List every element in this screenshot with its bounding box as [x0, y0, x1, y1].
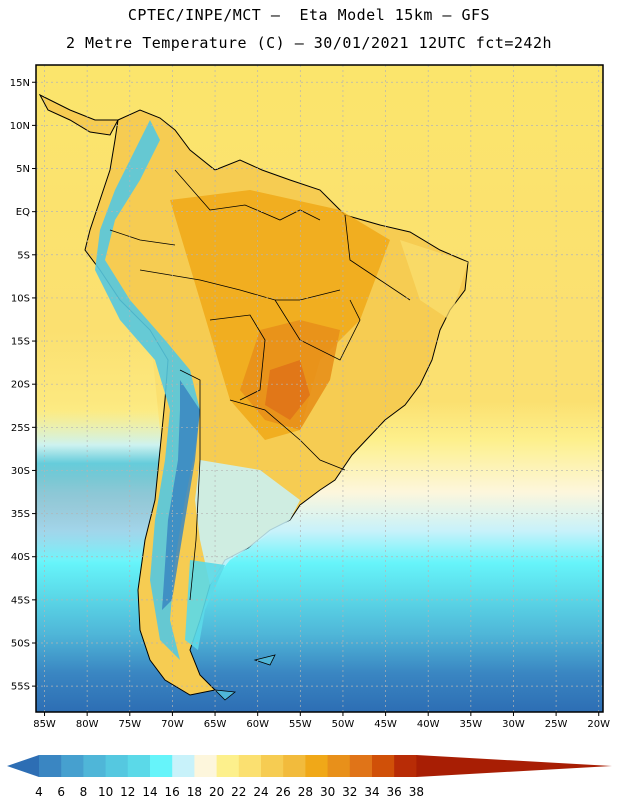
- islands: [213, 654, 276, 701]
- colorbar-label: 36: [387, 785, 402, 799]
- lon-tick-label: 35W: [460, 719, 483, 730]
- lat-tick-label: 15S: [11, 337, 30, 348]
- map-title-line2: 2 Metre Temperature (C) – 30/01/2021 12U…: [65, 34, 553, 52]
- colorbar-label: 32: [342, 785, 357, 799]
- colorbar-label: 22: [231, 785, 246, 799]
- lon-tick-label: 85W: [33, 719, 56, 730]
- lon-tick-label: 60W: [246, 719, 269, 730]
- lat-tick-label: 5N: [16, 164, 30, 175]
- lon-tick-label: 40W: [417, 719, 440, 730]
- latitude-axis: 15N 10N 5N EQ 5S 10S 15S 20S 25S 30S 35S 40S 45S 50S 5…: [10, 78, 36, 693]
- colorbar-label: 38: [409, 785, 424, 799]
- colorbar-label: 26: [276, 785, 291, 799]
- colorbar-label: 6: [57, 785, 65, 799]
- map-title-line1: CPTEC/INPE/MCT – Eta Model 15km – GFS: [127, 6, 491, 24]
- andes-coldest: [162, 380, 200, 610]
- colorbar-label: 16: [165, 785, 180, 799]
- colorbar-label: 12: [120, 785, 135, 799]
- lat-tick-label: 45S: [11, 595, 30, 606]
- lon-tick-label: 65W: [204, 719, 227, 730]
- colorbar-label: 18: [187, 785, 202, 799]
- lat-tick-label: 30S: [11, 466, 30, 477]
- colorbar-segment: [216, 755, 240, 777]
- lat-tick-label: EQ: [16, 207, 30, 218]
- lat-tick-label: 25S: [11, 423, 30, 434]
- ne-brazil-zone: [400, 240, 468, 320]
- longitude-axis: 85W 80W 75W 70W 65W 60W 55W 50W 45W 40W 35W 30W 25W 2…: [33, 712, 610, 730]
- colorbar-label: 10: [98, 785, 113, 799]
- lon-tick-label: 20W: [587, 719, 610, 730]
- colorbar-segment: [372, 755, 395, 777]
- colorbar-segment: [172, 755, 195, 777]
- lon-tick-label: 55W: [289, 719, 312, 730]
- colorbar-segment: [261, 755, 284, 777]
- lat-tick-label: 35S: [11, 509, 30, 520]
- colorbar-label: 20: [209, 785, 224, 799]
- lat-tick-label: 55S: [11, 682, 30, 693]
- pacific-cool-band: [36, 330, 165, 560]
- colorbar-segment: [39, 755, 62, 777]
- colorbar-label: 4: [35, 785, 43, 799]
- lat-tick-label: 15N: [10, 78, 30, 89]
- colorbar-segment: [61, 755, 84, 777]
- colorbar-segment: [194, 755, 218, 777]
- colorbar-segment: [305, 755, 329, 777]
- map-frame: [35, 64, 604, 713]
- colorbar-label: 30: [320, 785, 335, 799]
- colorbar-label: 24: [253, 785, 268, 799]
- colorbar-right-arrow: [416, 755, 612, 777]
- colorbar-segment: [83, 755, 107, 777]
- colorbar-label: 14: [142, 785, 157, 799]
- hot-interior: [170, 190, 390, 440]
- lat-tick-label: 10S: [11, 293, 30, 304]
- lon-tick-label: 45W: [374, 719, 397, 730]
- lat-tick-label: 20S: [11, 380, 30, 391]
- colorbar-segment: [283, 755, 306, 777]
- colorbar-segment: [150, 755, 173, 777]
- patagonia-cool: [185, 560, 225, 650]
- colorbar: 4 6 8 10 12 14 16 18 20 22 24 26 28 30 32 34 36 38: [7, 755, 612, 799]
- colorbar-segment: [349, 755, 373, 777]
- southern-cone-cool: [195, 460, 300, 585]
- lon-tick-label: 80W: [76, 719, 99, 730]
- lat-tick-label: 40S: [11, 552, 30, 563]
- map-field: [36, 65, 603, 712]
- lon-tick-label: 25W: [545, 719, 568, 730]
- colorbar-segment: [238, 755, 262, 777]
- colorbar-label: 28: [298, 785, 313, 799]
- lon-tick-label: 75W: [118, 719, 141, 730]
- lat-tick-label: 5S: [17, 250, 30, 261]
- central-america: [38, 93, 119, 136]
- colorbar-segment: [105, 755, 129, 777]
- colorbar-label: 34: [364, 785, 379, 799]
- colorbar-label: 8: [80, 785, 88, 799]
- lon-tick-label: 70W: [161, 719, 184, 730]
- colorbar-left-arrow: [7, 755, 39, 777]
- hottest-core: [265, 360, 310, 420]
- colorbar-segment: [327, 755, 351, 777]
- lat-tick-label: 10N: [10, 121, 30, 132]
- colorbar-segment: [394, 755, 417, 777]
- lon-tick-label: 50W: [332, 719, 355, 730]
- lat-tick-label: 50S: [11, 638, 30, 649]
- lon-tick-label: 30W: [502, 719, 525, 730]
- colorbar-segment: [127, 755, 151, 777]
